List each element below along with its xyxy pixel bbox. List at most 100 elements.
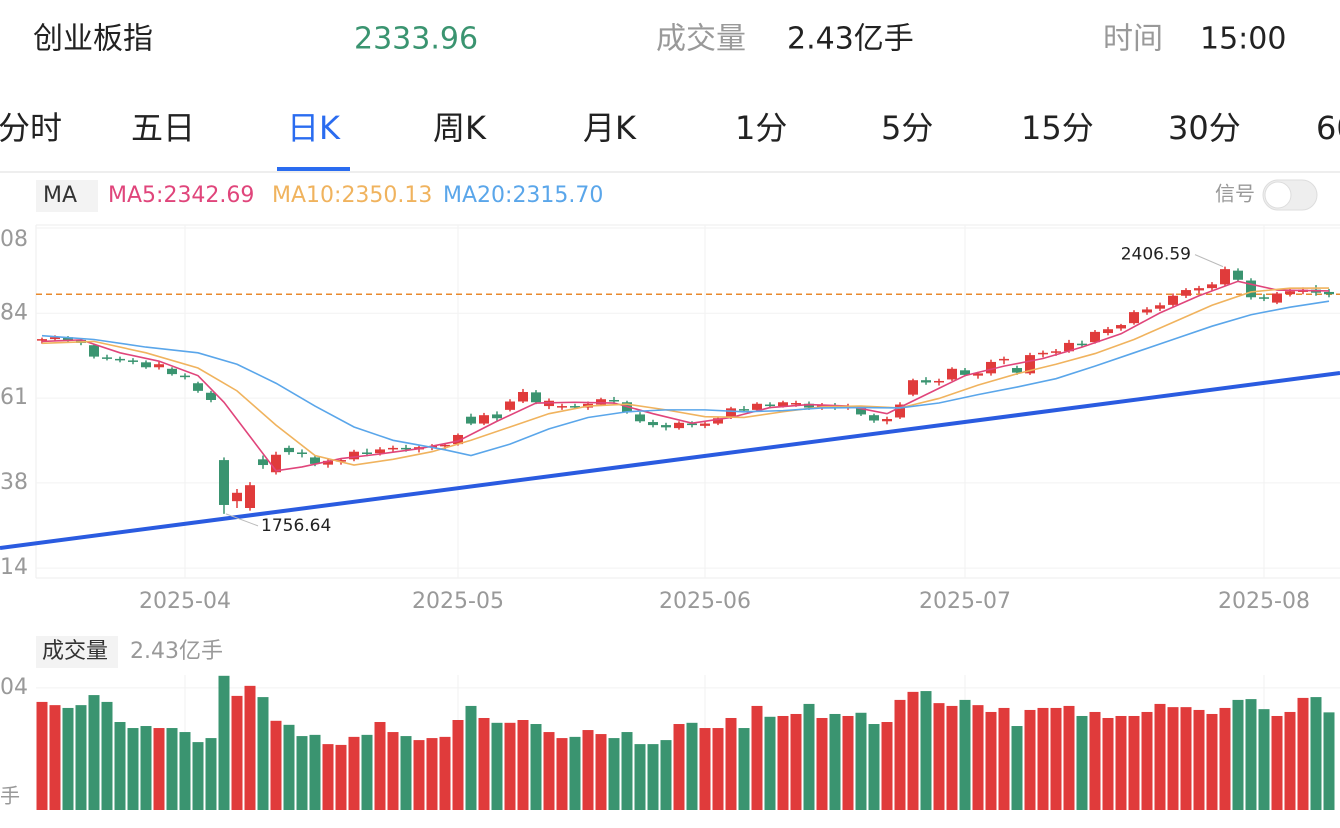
volume-bar [790, 713, 802, 810]
volume-bar [400, 736, 412, 810]
annotation-leader [1194, 254, 1224, 268]
candle-body [1168, 295, 1178, 305]
candle-body [1155, 305, 1165, 309]
volume-bar [1245, 699, 1257, 810]
candle-body [1207, 284, 1217, 289]
candle-body [219, 460, 229, 505]
tab[interactable]: 60分 [1316, 109, 1340, 147]
index-name: 创业板指 [33, 22, 153, 57]
candle-body [791, 403, 801, 405]
candle-body [661, 425, 671, 428]
volume-bar [608, 738, 620, 810]
volume-bar [1271, 715, 1283, 810]
tab[interactable]: 30分 [1168, 109, 1241, 147]
volume-bar [673, 724, 685, 810]
volume-bar [257, 697, 269, 810]
candle-body [609, 399, 619, 402]
x-tick-label: 2025-04 [139, 589, 231, 614]
candle-body [1051, 351, 1061, 353]
annotation-leader [225, 513, 259, 527]
volume-bar [296, 736, 308, 810]
volume-bar [777, 715, 789, 810]
candle-body [271, 454, 281, 473]
tab[interactable]: 15分 [1021, 109, 1094, 147]
candle-body [713, 418, 723, 424]
signal-label[interactable]: 信号 [1215, 182, 1255, 206]
high-label: 2406.59 [1121, 245, 1191, 265]
volume-bar [491, 722, 503, 810]
volume-title: 成交量 [42, 639, 108, 664]
tab[interactable]: 分时 [0, 109, 62, 147]
y-tick-label: 08 [0, 227, 28, 252]
volume-bar [985, 711, 997, 810]
tab[interactable]: 周K [433, 109, 487, 147]
volume-bar [972, 705, 984, 810]
volume-bar [530, 724, 542, 810]
candle-body [895, 404, 905, 418]
volume-bar [244, 685, 256, 810]
candle-body [284, 447, 294, 453]
volume-bar [556, 738, 568, 810]
volume-bar [1050, 707, 1062, 810]
candle-body [960, 370, 970, 375]
candle-body [1025, 355, 1035, 374]
candle-body [154, 364, 164, 368]
tab[interactable]: 五日 [131, 109, 195, 147]
volume-bar [894, 699, 906, 810]
x-tick-label: 2025-07 [919, 589, 1011, 614]
index-price: 2333.96 [354, 22, 478, 57]
legend-entry: MA10:2350.13 [272, 183, 432, 208]
volume-bar [1297, 697, 1309, 810]
toggle-knob [1264, 181, 1292, 209]
volume-bar [322, 744, 334, 810]
volume-box [36, 636, 118, 668]
tab[interactable]: 日K [287, 109, 341, 147]
candle-body [1038, 352, 1048, 355]
tab[interactable]: 月K [583, 109, 637, 147]
candle-body [999, 358, 1009, 361]
volume-bar [1193, 709, 1205, 810]
volume-bar [517, 720, 529, 810]
volume-bar [465, 705, 477, 810]
volume-bar [764, 716, 776, 810]
candle-body [206, 392, 216, 400]
candle-body [882, 418, 892, 422]
volume-bar [699, 728, 711, 810]
ma-label: MA [43, 183, 77, 208]
candle-body [479, 415, 489, 424]
candle-body [37, 339, 47, 341]
low-label: 1756.64 [261, 516, 331, 536]
y-tick-label: 38 [0, 470, 28, 495]
volume-bar [283, 724, 295, 810]
candle-body [973, 373, 983, 376]
x-tick-label: 2025-08 [1218, 589, 1310, 614]
volume-bar [361, 734, 373, 810]
candle-body [908, 380, 918, 395]
candle-body [596, 399, 606, 405]
volume-bar [1089, 711, 1101, 810]
candle-body [1116, 325, 1126, 329]
trend-line [0, 371, 1340, 550]
candle-body [102, 357, 112, 359]
candle-body [1259, 297, 1269, 299]
time-label: 时间 [1103, 22, 1163, 57]
candle-body [635, 414, 645, 422]
volume-bar [803, 703, 815, 810]
tab[interactable]: 1分 [735, 109, 787, 147]
candle-body [297, 452, 307, 454]
volume-bar [49, 705, 61, 810]
candle-body [739, 409, 749, 411]
volume-bar [1115, 715, 1127, 810]
candle-body [1272, 293, 1282, 303]
volume-value: 2.43亿手 [787, 22, 914, 57]
candle-body [349, 451, 359, 460]
volume-bar [1011, 726, 1023, 810]
time-value: 15:00 [1200, 22, 1286, 57]
candle-body [934, 380, 944, 383]
volume-bar [946, 705, 958, 810]
candle-body [1129, 312, 1139, 324]
tab[interactable]: 5分 [881, 109, 933, 147]
volume-bar [75, 705, 87, 810]
volume-bar [62, 707, 74, 810]
volume-bar [712, 728, 724, 810]
